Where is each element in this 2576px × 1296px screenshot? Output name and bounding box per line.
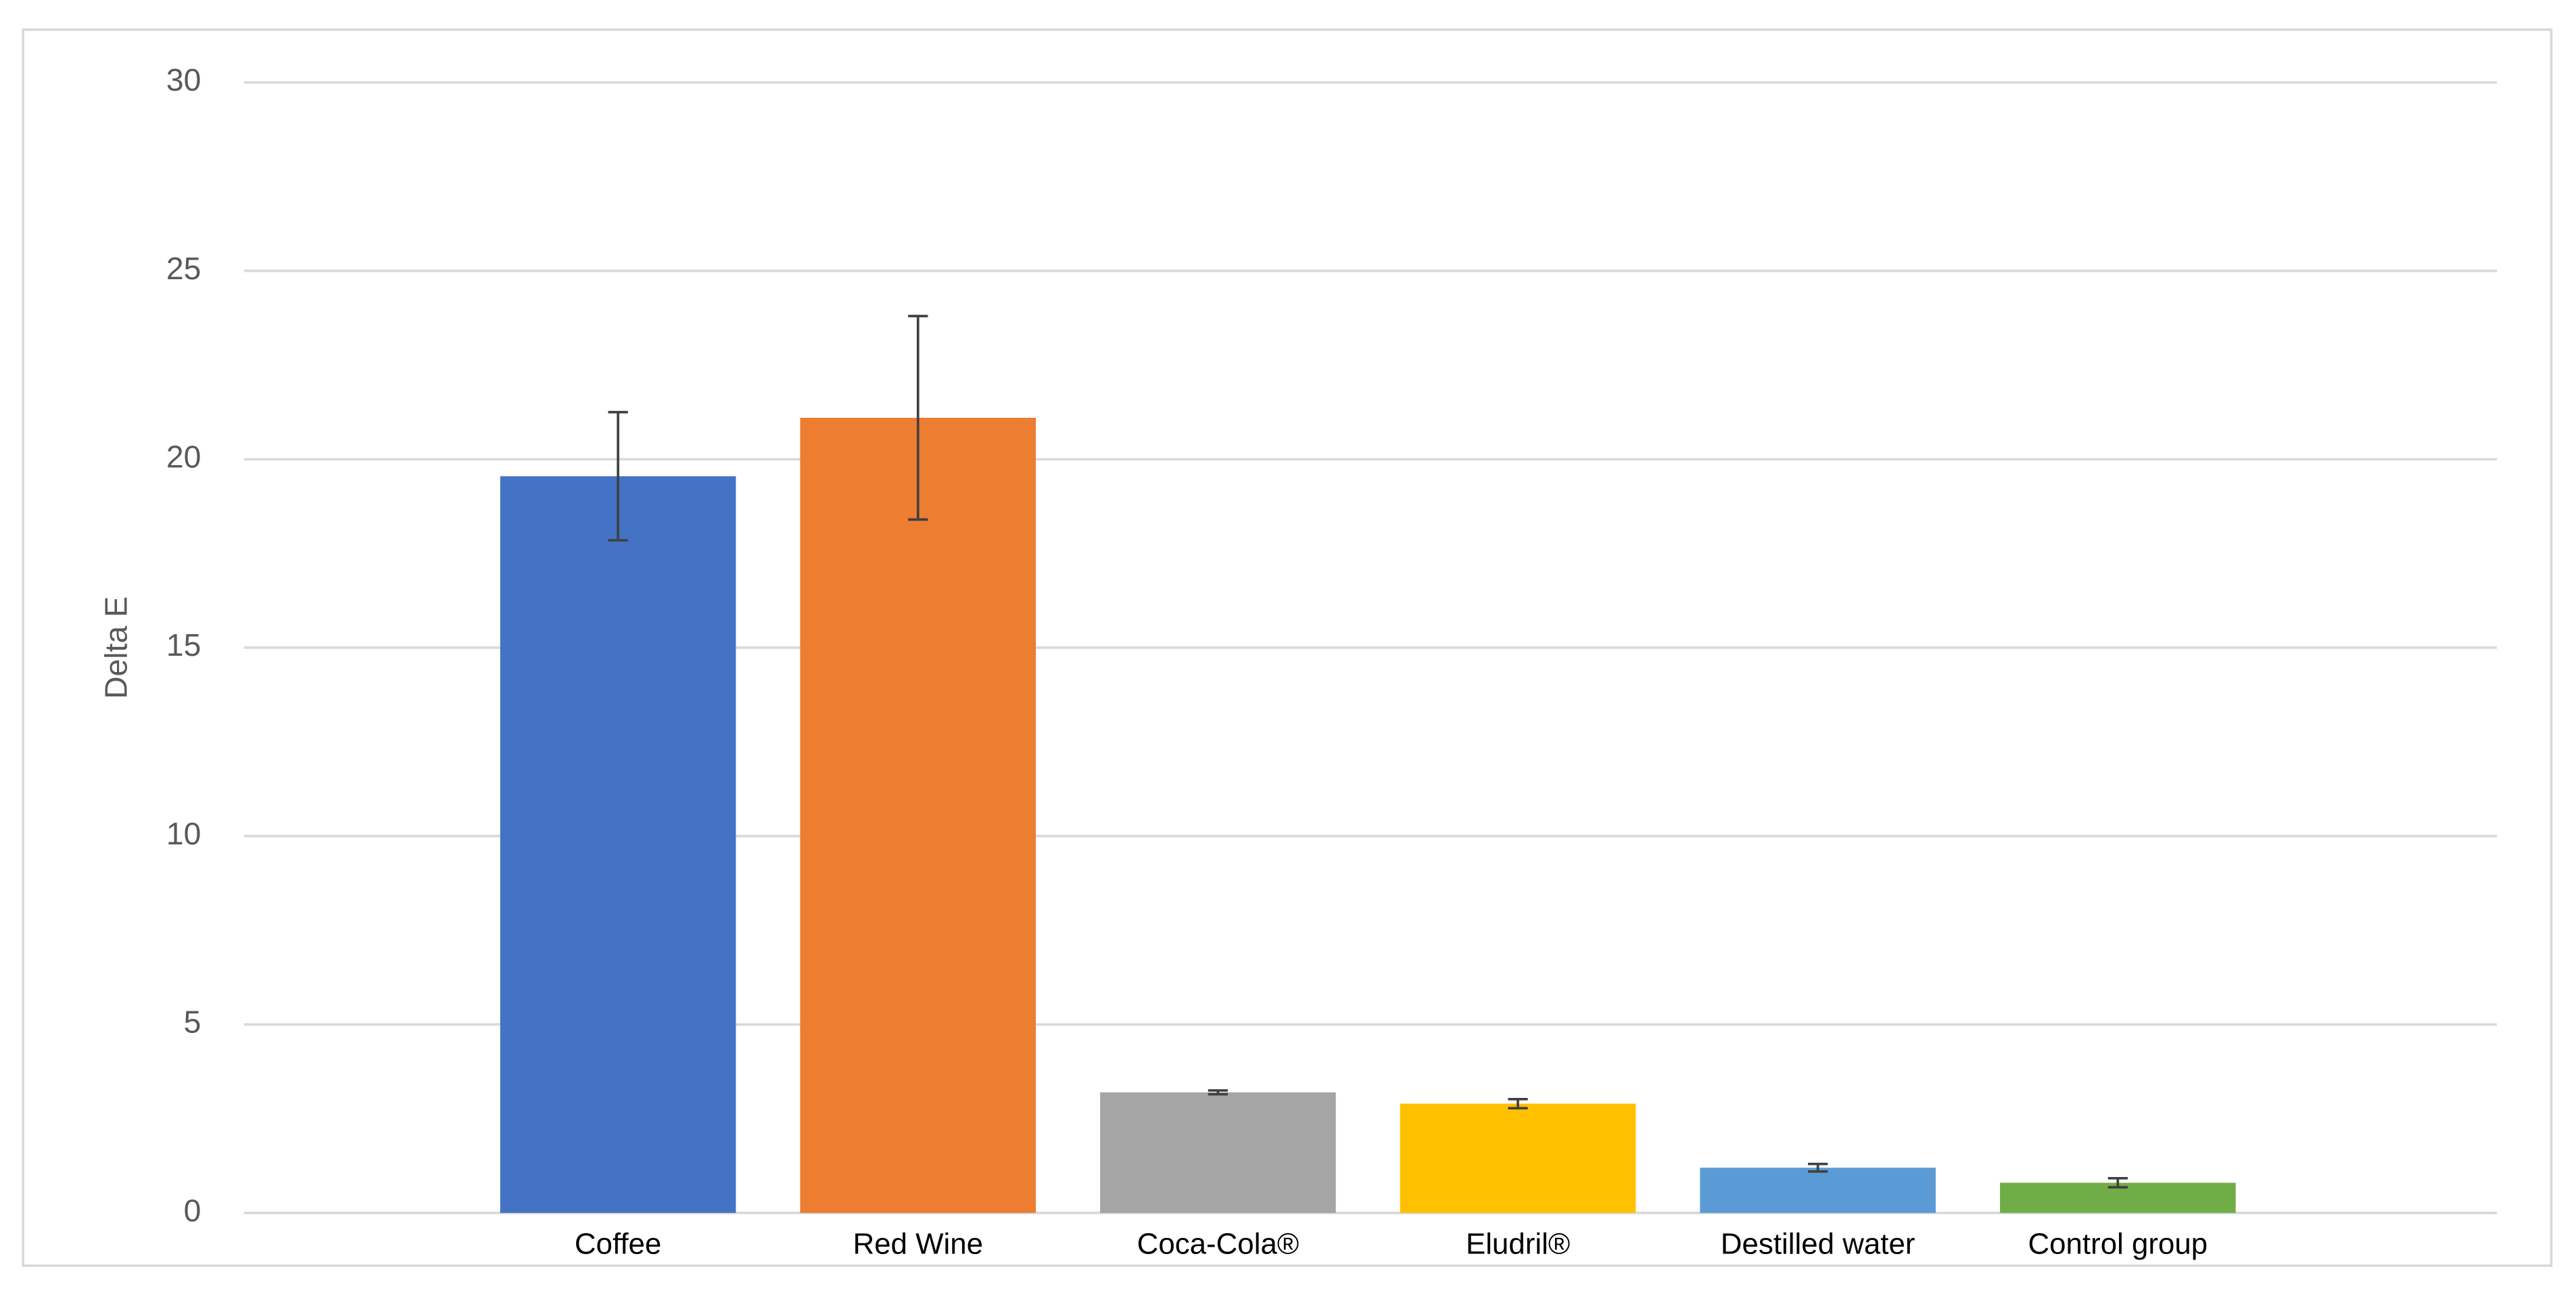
error-bar xyxy=(2107,1177,2128,1189)
y-tick-label: 0 xyxy=(184,1193,201,1228)
bar xyxy=(1700,1168,1936,1214)
y-tick-label: 5 xyxy=(184,1005,201,1040)
y-tick-label: 25 xyxy=(166,251,201,286)
bar xyxy=(500,476,736,1214)
bar xyxy=(800,417,1036,1214)
y-tick-label: 20 xyxy=(166,439,201,475)
x-tick-label: Red Wine xyxy=(853,1227,983,1260)
x-tick-label: Control group xyxy=(2028,1227,2208,1260)
error-bar xyxy=(1808,1162,1828,1173)
error-bar xyxy=(608,410,628,542)
bar xyxy=(1100,1092,1336,1214)
bar xyxy=(1400,1103,1636,1214)
error-bar xyxy=(908,314,928,521)
x-tick-label: Coffee xyxy=(575,1227,661,1260)
error-bar xyxy=(1508,1097,1528,1109)
error-bar xyxy=(1208,1089,1229,1096)
x-tick-label: Eludril® xyxy=(1466,1227,1570,1260)
x-tick-label: Destilled water xyxy=(1721,1227,1915,1260)
y-tick-label: 10 xyxy=(166,816,201,851)
y-tick-label: 30 xyxy=(166,62,201,97)
x-tick-label: Coca-Cola® xyxy=(1137,1227,1299,1260)
y-axis-title: Delta E xyxy=(99,596,134,699)
y-tick-label: 15 xyxy=(166,627,201,663)
